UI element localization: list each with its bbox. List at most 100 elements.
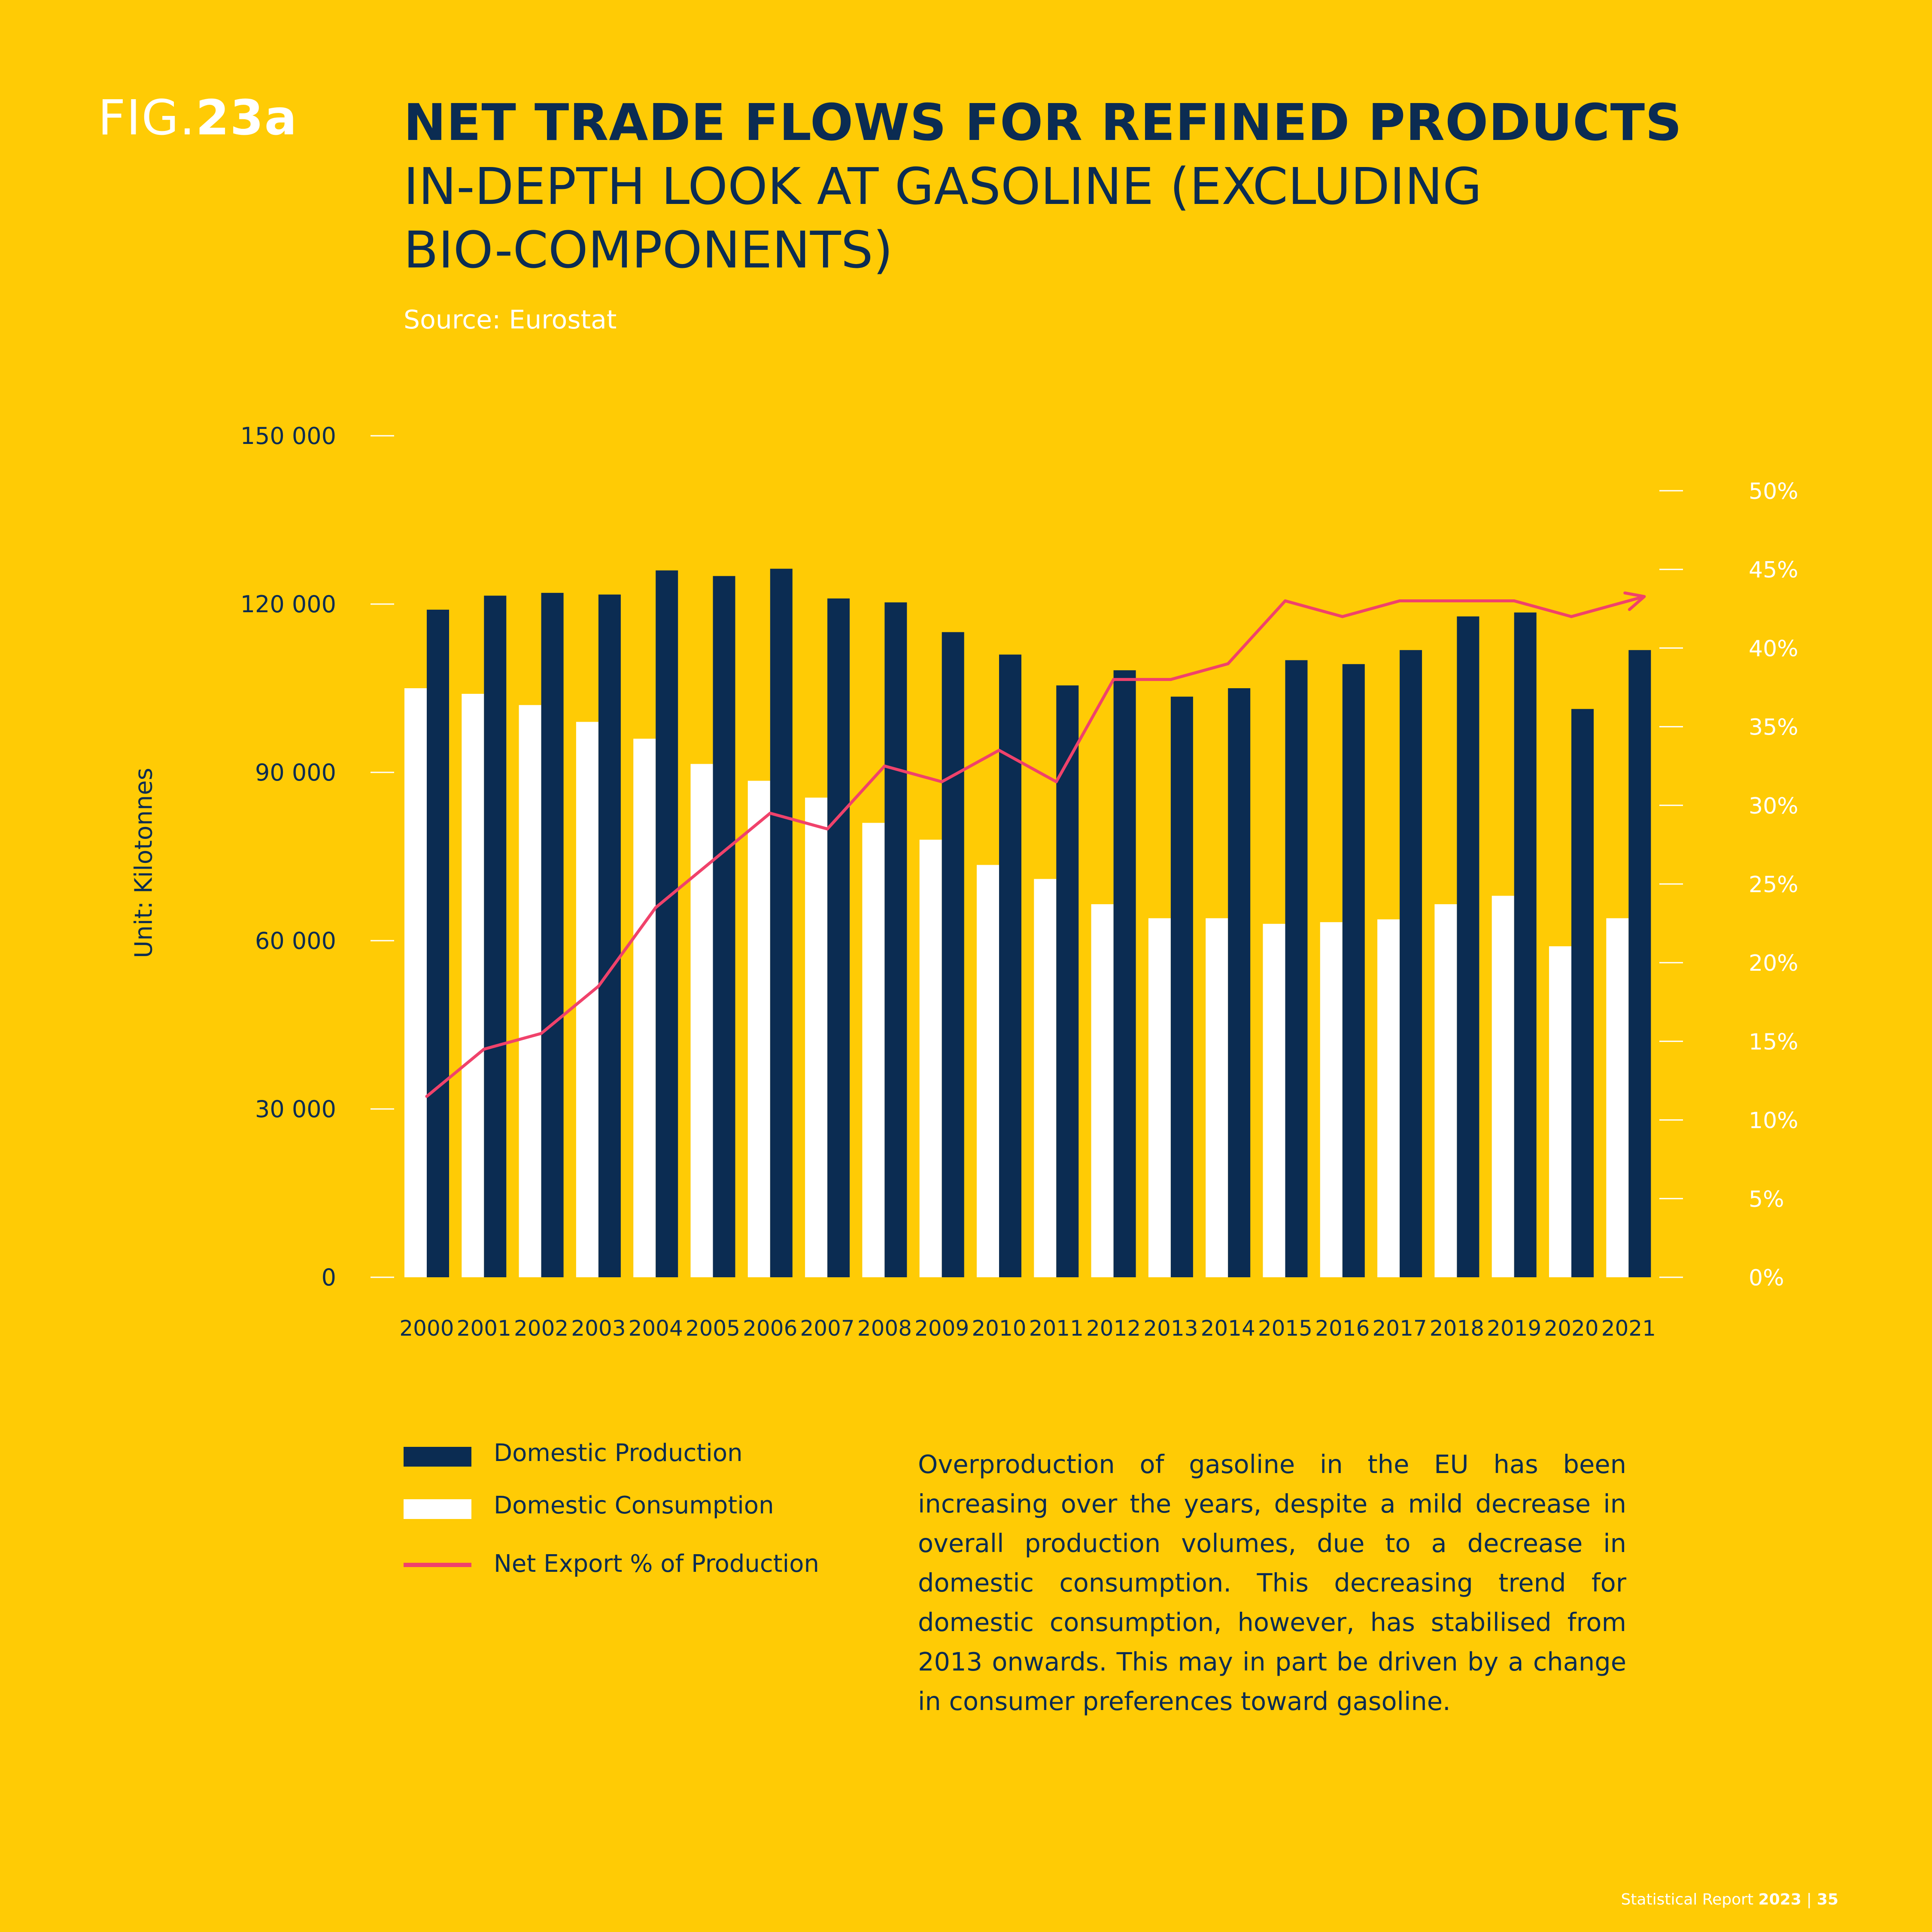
production-bar	[770, 568, 793, 1277]
production-bar	[1285, 660, 1308, 1277]
chart-subtitle: IN-DEPTH LOOK AT GASOLINE (EXCLUDING BIO…	[404, 157, 1482, 279]
x-axis-tick-label: 2012	[1086, 1316, 1141, 1341]
right-axis-tick-label: 40%	[1749, 636, 1798, 662]
net-export-arrow-shaft	[1628, 595, 1645, 602]
description-text: Overproduction of gasoline in the EU has…	[918, 1449, 1626, 1716]
right-axis-tick-label: 50%	[1749, 479, 1798, 504]
right-axis: 0% 5% 10% 15% 20% 25% 30% 35% 40% 45% 50%	[1659, 479, 1798, 1291]
net-export-point	[425, 1095, 428, 1098]
figure-label: FIG.23a	[98, 90, 298, 146]
x-axis-tick-label: 2020	[1544, 1316, 1598, 1341]
footer-year: 2023	[1758, 1891, 1801, 1908]
production-bar	[827, 598, 850, 1277]
x-axis-tick-label: 2009	[914, 1316, 969, 1341]
net-export-point	[654, 906, 657, 909]
source-note: Source: Eurostat	[404, 305, 617, 335]
net-export-point	[769, 811, 772, 815]
production-bar	[598, 594, 621, 1277]
consumption-bar	[1606, 918, 1629, 1277]
net-export-point	[1284, 599, 1287, 602]
x-axis-tick-label: 2005	[686, 1316, 740, 1341]
production-bar	[1514, 612, 1537, 1277]
right-axis-tick-label: 15%	[1749, 1029, 1798, 1055]
x-axis-tick-label: 2014	[1201, 1316, 1255, 1341]
left-axis-tick-label: 60 000	[255, 927, 336, 954]
production-bar	[942, 632, 964, 1277]
x-axis-tick-label: 2003	[571, 1316, 626, 1341]
legend-item-production: Domestic Production	[404, 1438, 833, 1468]
bars	[404, 568, 1651, 1277]
x-axis-tick-label: 2016	[1315, 1316, 1370, 1341]
production-bar	[541, 592, 564, 1277]
x-axis-tick-label: 2013	[1143, 1316, 1198, 1341]
legend-item-net-export: Net Export % of Production	[404, 1549, 833, 1579]
right-axis-tick-label: 30%	[1749, 793, 1798, 819]
consumption-bar	[633, 738, 656, 1277]
net-export-point	[1226, 662, 1230, 665]
consumption-bar	[1206, 918, 1228, 1277]
net-export-point	[540, 1032, 543, 1035]
x-axis-tick-label: 2018	[1430, 1316, 1484, 1341]
title-block: NET TRADE FLOWS FOR REFINED PRODUCTS IN-…	[404, 90, 1683, 282]
net-export-point	[1112, 678, 1115, 681]
legend-swatch-net-export	[404, 1563, 471, 1567]
left-axis-tick-label: 90 000	[255, 759, 336, 786]
chart-title: NET TRADE FLOWS FOR REFINED PRODUCTS	[404, 93, 1683, 152]
net-export-point	[1513, 599, 1516, 602]
right-axis-tick-label: 10%	[1749, 1108, 1798, 1134]
net-export-line	[425, 599, 1629, 1098]
right-axis-tick-label: 25%	[1749, 872, 1798, 898]
production-bar	[1170, 696, 1193, 1277]
production-bar	[1113, 670, 1136, 1277]
left-axis-tick-label: 30 000	[255, 1096, 336, 1123]
figure-prefix: FIG.	[98, 90, 196, 146]
consumption-bar	[1034, 879, 1057, 1277]
left-axis-tick-label: 0	[322, 1264, 336, 1291]
production-bar	[1628, 650, 1651, 1277]
x-axis: 2000 2001 2002 2003 2004 2005 2006 2007 2008 2009…	[399, 1316, 1656, 1341]
legend-item-consumption: Domestic Consumption	[404, 1491, 833, 1521]
legend-label-production: Domestic Production	[494, 1439, 743, 1467]
production-bar	[884, 602, 907, 1277]
footer-report: Statistical Report	[1621, 1891, 1754, 1908]
consumption-bar	[690, 764, 713, 1277]
net-export-point	[997, 749, 1001, 752]
consumption-bar	[805, 797, 828, 1277]
x-axis-tick-label: 2021	[1601, 1316, 1656, 1341]
left-axis-tick-label: 150 000	[240, 422, 336, 450]
production-bar	[484, 595, 507, 1277]
consumption-bar	[1148, 918, 1171, 1277]
net-export-point	[711, 859, 714, 862]
footer-page: 35	[1817, 1891, 1838, 1908]
right-axis-tick-label: 5%	[1749, 1187, 1784, 1212]
consumption-bar	[1549, 946, 1571, 1277]
consumption-bar	[862, 823, 885, 1277]
net-export-point	[1570, 615, 1573, 618]
consumption-bar	[462, 694, 484, 1277]
consumption-bar	[919, 839, 942, 1277]
net-export-point	[883, 764, 886, 768]
legend-label-net-export: Net Export % of Production	[494, 1550, 819, 1578]
consumption-bar	[576, 722, 598, 1277]
x-axis-tick-label: 2006	[743, 1316, 797, 1341]
x-axis-tick-label: 2002	[514, 1316, 568, 1341]
production-bar	[427, 610, 449, 1277]
production-bar	[713, 576, 735, 1277]
production-bar	[1342, 664, 1365, 1277]
figure-number: 23a	[195, 90, 298, 146]
left-axis-tick-label: 120 000	[240, 591, 336, 618]
x-axis-tick-label: 2015	[1258, 1316, 1312, 1341]
consumption-bar	[1377, 919, 1400, 1277]
consumption-bar	[747, 781, 770, 1277]
legend-label-consumption: Domestic Consumption	[494, 1492, 774, 1519]
right-axis-tick-label: 0%	[1749, 1265, 1784, 1291]
left-axis: 0 30 000 60 000 90 000 120 000 150 000	[240, 422, 394, 1291]
production-bar	[1228, 688, 1251, 1277]
consumption-bar	[1434, 904, 1457, 1277]
footer: Statistical Report 2023 | 35	[1621, 1891, 1838, 1908]
right-axis-tick-label: 35%	[1749, 715, 1798, 741]
net-export-point	[1398, 599, 1401, 602]
production-bar	[999, 654, 1021, 1277]
x-axis-tick-label: 2000	[399, 1316, 454, 1341]
